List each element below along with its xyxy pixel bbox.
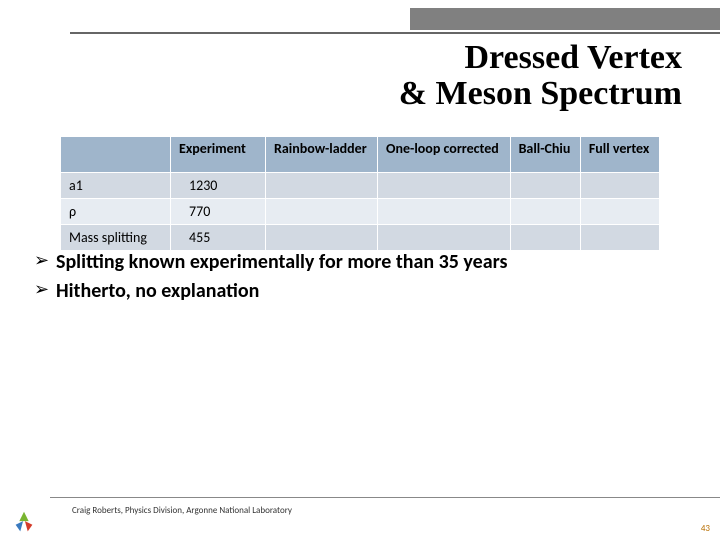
table-header-rainbow: Rainbow-ladder (266, 137, 378, 173)
bullet-text: Splitting known experimentally for more … (56, 250, 507, 275)
row-label: Mass splitting (61, 225, 171, 251)
bullet-text: Hitherto, no explanation (56, 279, 259, 304)
table-row: Mass splitting 455 (61, 225, 660, 251)
slide: Dressed Vertex & Meson Spectrum Experime… (0, 0, 720, 540)
row-value: 1230 (171, 173, 266, 199)
footer-divider (50, 497, 720, 498)
chevron-icon: ➢ (34, 250, 56, 272)
title-line-2: & Meson Spectrum (399, 76, 682, 112)
table-header-empty (61, 137, 171, 173)
row-value: 770 (171, 199, 266, 225)
table-row: ρ 770 (61, 199, 660, 225)
row-value (510, 199, 580, 225)
table-header-ballchiu: Ball-Chiu (510, 137, 580, 173)
row-value (580, 225, 659, 251)
row-value (580, 173, 659, 199)
row-value (378, 225, 511, 251)
table-header-experiment: Experiment (171, 137, 266, 173)
row-value (266, 225, 378, 251)
row-value (266, 173, 378, 199)
row-value (378, 173, 511, 199)
list-item: ➢ Splitting known experimentally for mor… (34, 250, 690, 275)
table-row: a1 1230 (61, 173, 660, 199)
bullet-list: ➢ Splitting known experimentally for mor… (34, 250, 690, 308)
footer-text: Craig Roberts, Physics Division, Argonne… (72, 505, 292, 516)
argonne-logo-icon (10, 508, 38, 536)
list-item: ➢ Hitherto, no explanation (34, 279, 690, 304)
row-label: ρ (61, 199, 171, 225)
row-value (580, 199, 659, 225)
table-header-oneloop: One-loop corrected (378, 137, 511, 173)
page-number: 43 (701, 523, 710, 534)
row-value: 455 (171, 225, 266, 251)
chevron-icon: ➢ (34, 279, 56, 301)
top-divider (70, 32, 720, 34)
row-value (378, 199, 511, 225)
table-header-fullvertex: Full vertex (580, 137, 659, 173)
title-line-1: Dressed Vertex (399, 40, 682, 76)
data-table: Experiment Rainbow-ladder One-loop corre… (60, 136, 660, 251)
row-value (266, 199, 378, 225)
slide-title: Dressed Vertex & Meson Spectrum (399, 40, 682, 111)
row-value (510, 173, 580, 199)
row-value (510, 225, 580, 251)
row-label: a1 (61, 173, 171, 199)
top-bar (410, 8, 720, 30)
